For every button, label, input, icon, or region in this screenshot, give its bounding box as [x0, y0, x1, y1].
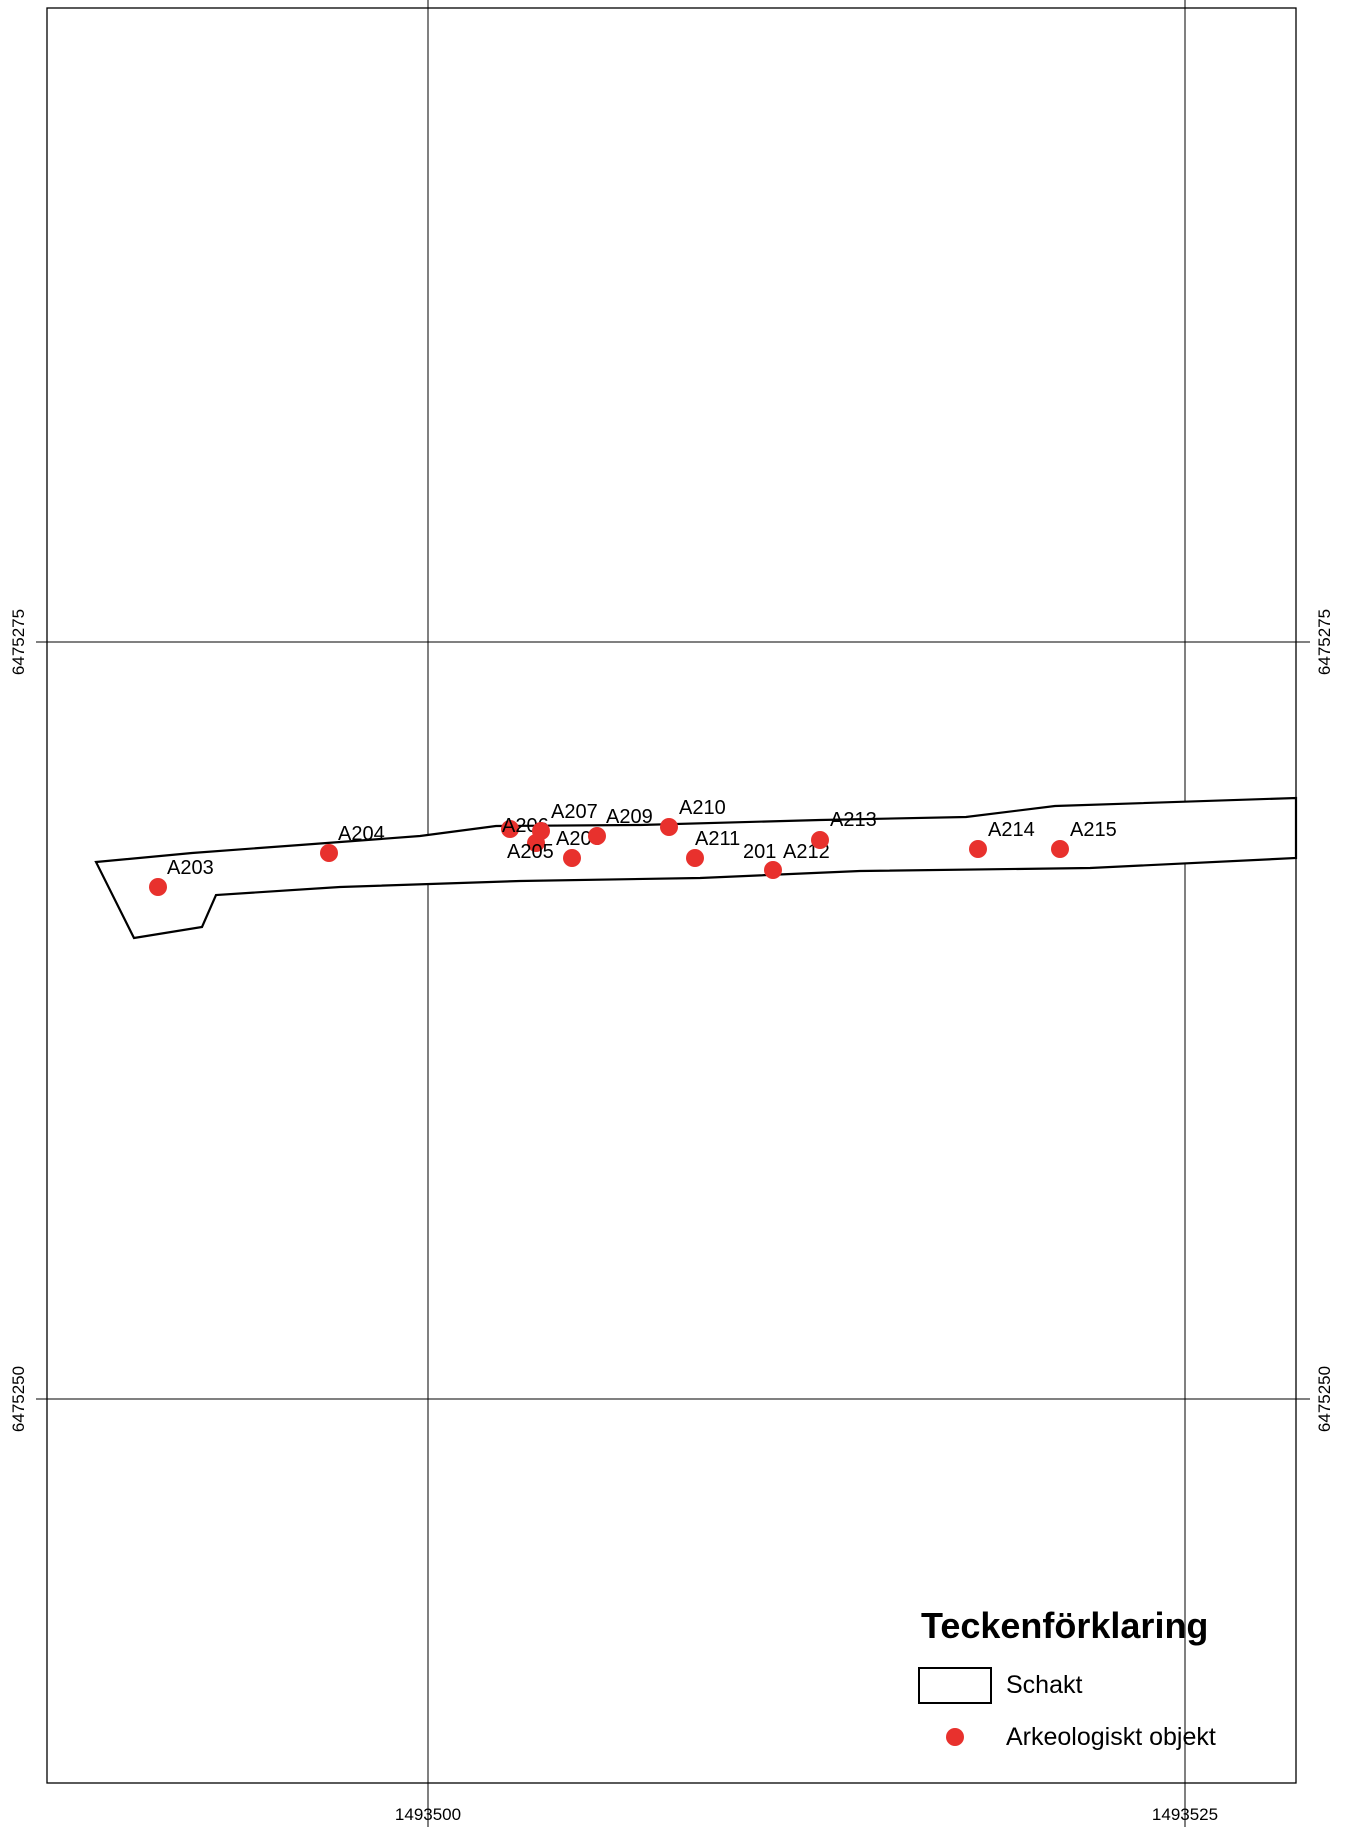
object-point-a208: [563, 849, 581, 867]
object-label-a210: A210: [679, 797, 726, 819]
legend-item-schakt: Schakt: [918, 1665, 1278, 1705]
object-point-a215: [1051, 840, 1069, 858]
x-label-1493500: 1493500: [395, 1805, 461, 1824]
object-label-a215: A215: [1070, 819, 1117, 841]
polygon-outline-icon: [918, 1666, 992, 1704]
legend-title: Teckenförklaring: [921, 1605, 1209, 1646]
object-label-a209: A209: [606, 806, 653, 828]
object-label-a204: A204: [338, 823, 385, 845]
y-label-left-6475250: 6475250: [9, 1366, 28, 1432]
map-frame: [46, 7, 1297, 1784]
object-point-a207: [532, 822, 550, 840]
object-point-a209: [588, 827, 606, 845]
legend-label-schakt: Schakt: [1006, 1670, 1083, 1699]
object-label-a207: A207: [551, 801, 598, 823]
y-label-right-6475275: 6475275: [1315, 609, 1334, 675]
x-label-1493525: 1493525: [1152, 1805, 1218, 1824]
object-label-201: 201: [743, 841, 776, 863]
object-label-a203: A203: [167, 857, 214, 879]
object-point-a214: [969, 840, 987, 858]
object-point-a206: [501, 820, 519, 838]
object-label-a214: A214: [988, 819, 1035, 841]
legend-label-arkeologiskt-objekt: Arkeologiskt objekt: [1006, 1722, 1216, 1751]
y-label-right-6475250: 6475250: [1315, 1366, 1334, 1432]
object-point-a203: [149, 878, 167, 896]
object-point-a210: [660, 818, 678, 836]
object-point-a204: [320, 844, 338, 862]
object-label-a205: A205: [507, 841, 554, 863]
legend: Teckenförklaring Schakt Arkeologiskt obj…: [918, 1605, 1278, 1769]
y-label-left-6475275: 6475275: [9, 609, 28, 675]
object-point-a211: [686, 849, 704, 867]
object-point-a213: [811, 831, 829, 849]
object-label-a213: A213: [830, 809, 877, 831]
red-dot-icon: [918, 1719, 992, 1756]
object-label-a211: A211: [695, 828, 740, 850]
object-point-201: [764, 861, 782, 879]
legend-item-arkeologiskt-objekt: Arkeologiskt objekt: [918, 1717, 1278, 1757]
